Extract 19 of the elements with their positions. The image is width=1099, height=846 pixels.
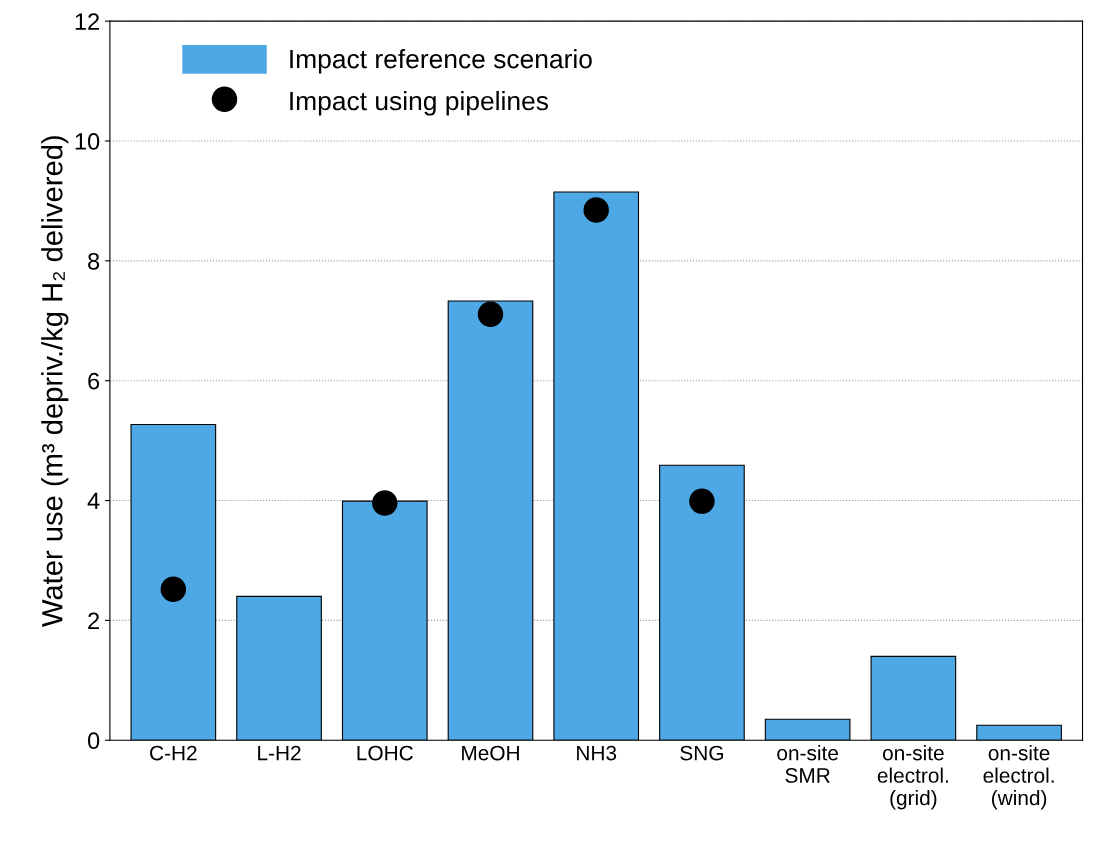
x-tick-label: on-site SMR: [777, 745, 838, 783]
y-tick-label: 12: [75, 13, 99, 30]
x-tick-label: on-site electrol. (grid): [877, 745, 948, 810]
x-tick-label: LOHC: [357, 745, 413, 761]
x-tick-label: C-H2: [150, 745, 197, 761]
y-tick-label: 10: [75, 133, 100, 150]
y-tick-label: 8: [88, 252, 100, 270]
x-tick-label: L-H2: [258, 745, 301, 761]
y-tick-label: 4: [87, 492, 100, 510]
y-tick-label: 6: [88, 372, 100, 390]
y-tick-label: 2: [88, 612, 99, 629]
y-axis-title: Water use (m³ depriv./kg H₂ delivered): [41, 136, 69, 627]
x-tick-label: on-site electrol. (wind): [983, 745, 1054, 810]
legend-label: Impact using pipelines: [290, 90, 548, 116]
x-tick-label: MeOH: [462, 745, 519, 761]
x-tick-label: SNG: [680, 745, 723, 761]
x-tick-label: NH3: [577, 745, 617, 761]
legend-label: Impact reference scenario: [290, 49, 592, 74]
y-tick-label: 0: [87, 732, 100, 750]
